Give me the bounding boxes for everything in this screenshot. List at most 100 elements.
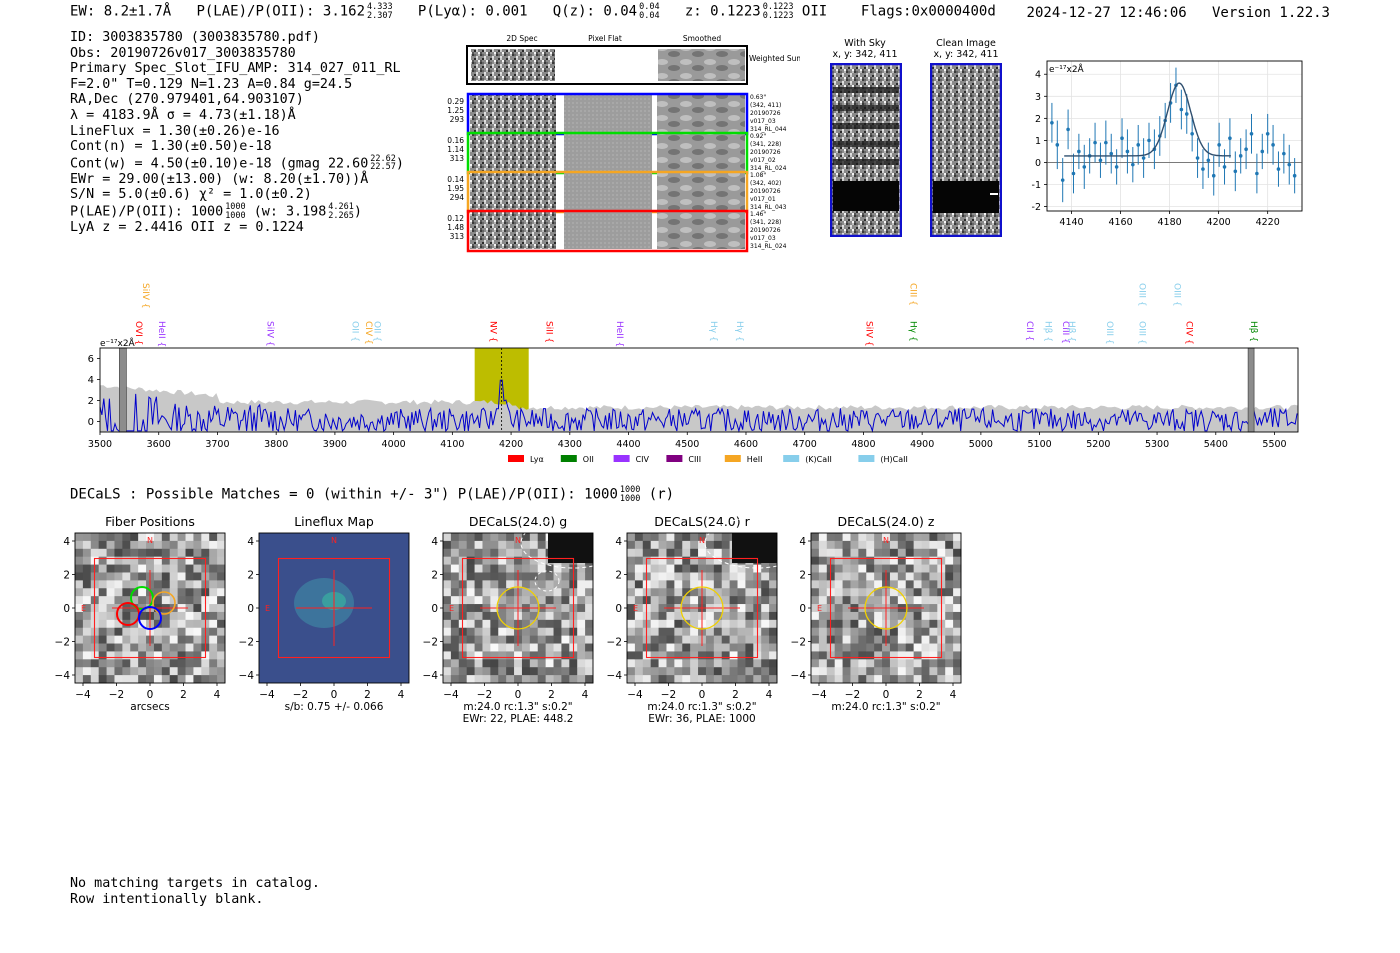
image-pixel (905, 540, 915, 550)
image-pixel (921, 651, 930, 660)
image-pixel (146, 564, 155, 573)
image-pixel (498, 611, 507, 621)
image-pixel (466, 548, 475, 558)
fit-xtick-label: 4140 (1059, 217, 1083, 228)
image-pixel (153, 643, 163, 652)
image-pixel (498, 533, 507, 542)
image-pixel (690, 548, 699, 558)
image-pixel (521, 635, 531, 644)
fit-data-point (1184, 112, 1189, 116)
image-pixel (889, 619, 899, 629)
image-pixel (482, 548, 491, 558)
image-pixel (874, 675, 883, 684)
image-pixel (75, 580, 84, 589)
image-pixel (443, 564, 452, 573)
image-pixel (561, 604, 570, 613)
image-pixel (553, 651, 562, 660)
image-pixel (650, 596, 659, 605)
image-pixel (98, 540, 107, 550)
row-info: 314_RL_024 (750, 165, 787, 172)
image-pixel (506, 659, 515, 668)
image-pixel (106, 580, 115, 589)
image-pixel (921, 635, 930, 644)
image-pixel (698, 540, 707, 550)
image-pixel (953, 596, 962, 605)
image-pixel (193, 627, 202, 637)
image-pixel (466, 627, 475, 637)
image-pixel (737, 643, 746, 652)
image-pixel (713, 667, 723, 676)
image-pixel (929, 588, 938, 597)
image-pixel (811, 596, 820, 605)
panel-title: DECaLS(24.0) g (469, 514, 567, 529)
image-pixel (811, 627, 820, 637)
image-pixel (185, 596, 194, 605)
image-pixel (490, 580, 499, 589)
panel-ytick-label: −4 (791, 670, 807, 682)
image-pixel (450, 611, 460, 621)
image-pixel (874, 540, 883, 550)
image-pixel (769, 651, 778, 660)
spectrum-line-label: CII { (1024, 321, 1034, 341)
image-pixel (642, 675, 652, 684)
image-pixel (698, 643, 707, 652)
image-pixel (450, 564, 460, 573)
image-pixel (217, 572, 226, 581)
image-pixel (122, 643, 131, 652)
image-pixel (634, 564, 644, 573)
image-pixel (682, 611, 691, 621)
image-pixel (858, 533, 867, 542)
image-pixel (897, 643, 907, 652)
image-pixel (569, 659, 578, 668)
image-pixel (761, 627, 770, 637)
image-pixel (889, 572, 899, 581)
image-pixel (945, 548, 954, 558)
image-pixel (169, 556, 179, 565)
panel-ytick-label: 2 (431, 570, 438, 582)
image-pixel (721, 580, 731, 589)
image-pixel (153, 667, 163, 676)
image-pixel (858, 619, 867, 629)
with-sky-image (830, 63, 902, 237)
image-pixel (209, 572, 218, 581)
image-pixel (889, 564, 899, 573)
image-pixel (177, 675, 186, 684)
image-pixel (682, 635, 691, 644)
image-pixel (889, 643, 899, 652)
image-pixel (193, 651, 202, 660)
image-pixel (650, 556, 659, 565)
image-pixel (577, 651, 586, 660)
image-pixel (858, 580, 867, 589)
image-pixel (90, 659, 100, 668)
legend-swatch (560, 455, 577, 462)
image-pixel (937, 675, 946, 684)
panel-xtick-label: 0 (699, 689, 706, 701)
image-pixel (826, 548, 836, 558)
image-pixel (474, 651, 483, 660)
image-pixel (658, 635, 667, 644)
image-pixel (585, 635, 594, 644)
image-pixel (130, 643, 139, 652)
image-pixel (953, 675, 962, 684)
image-pixel (658, 564, 667, 573)
image-pixel (858, 596, 867, 605)
image-pixel (842, 604, 851, 613)
image-pixel (842, 627, 851, 637)
image-pixel (658, 675, 667, 684)
image-pixel (443, 611, 452, 621)
image-pixel (82, 596, 92, 605)
image-pixel (209, 635, 218, 644)
image-pixel (905, 667, 915, 676)
image-pixel (506, 588, 515, 597)
image-pixel (889, 533, 899, 542)
info-id: ID: 3003835780 (3003835780.pdf) (70, 30, 320, 45)
image-pixel (889, 588, 899, 597)
image-pixel (897, 596, 907, 605)
spectrum-line-label: HeII { (614, 321, 624, 347)
image-pixel (769, 619, 778, 629)
image-pixel (82, 580, 92, 589)
image-pixel (666, 533, 675, 542)
image-pixel (490, 556, 499, 565)
image-pixel (153, 588, 163, 597)
image-pixel (466, 651, 475, 660)
